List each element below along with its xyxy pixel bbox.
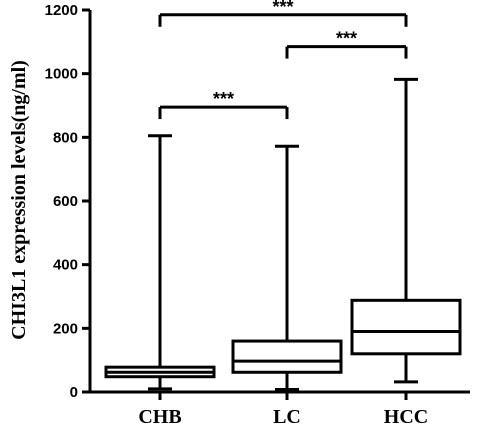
box-iqr	[231, 339, 343, 374]
significance-label: ***	[336, 29, 357, 49]
y-tick-label: 600	[53, 193, 78, 210]
axes-group: 0 200 400 600 800 1000 1200 CHB LC HCC	[45, 2, 470, 428]
significance-bracket: ***	[158, 89, 289, 120]
y-tick-label: 1200	[45, 2, 78, 19]
significance-bracket: ***	[158, 0, 408, 27]
box-lc	[231, 144, 343, 391]
y-tick-label: 800	[53, 129, 78, 146]
significance-label: ***	[272, 0, 293, 17]
box-iqr	[350, 298, 462, 356]
x-category-label: LC	[273, 406, 301, 428]
box-chb	[104, 134, 216, 391]
boxes-group	[104, 77, 462, 391]
y-tick-label: 0	[70, 384, 78, 401]
significance-bracket: ***	[285, 29, 408, 59]
significance-group: *** *** ***	[158, 0, 408, 120]
x-category-label: HCC	[384, 406, 428, 428]
y-tick-label: 400	[53, 257, 78, 274]
y-tick-label: 1000	[45, 66, 78, 83]
y-axis-title: CHI3L1 expression levels(ng/ml)	[8, 60, 30, 340]
significance-label: ***	[213, 89, 234, 109]
y-tick-label: 200	[53, 320, 78, 337]
x-category-label: CHB	[138, 406, 181, 428]
box-hcc	[350, 77, 462, 384]
